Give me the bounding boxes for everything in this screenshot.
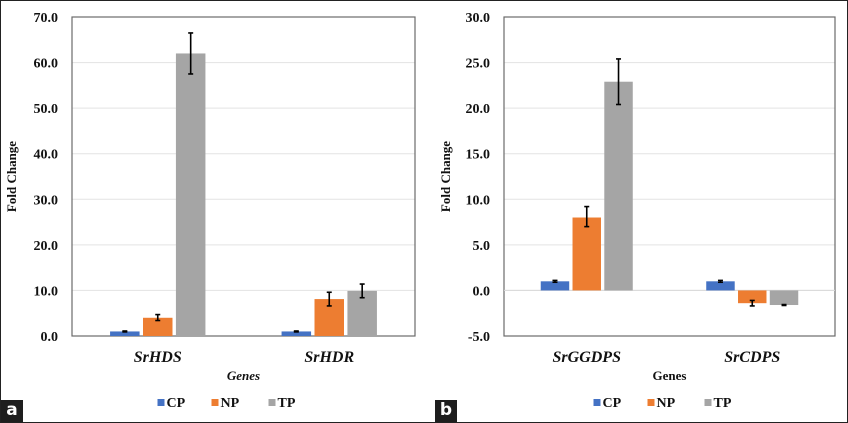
y-tick-label: 60.0 [34, 57, 59, 72]
bar-cp [540, 281, 570, 291]
panel-label-b: b [435, 400, 457, 422]
bar-cp [706, 281, 735, 291]
bar-tp [769, 290, 799, 306]
x-axis-title: Genes [227, 368, 260, 383]
bar-np [143, 317, 173, 336]
legend-label: TP [714, 396, 732, 411]
bar-tp [175, 53, 206, 336]
legend-label: NP [221, 396, 240, 411]
y-tick-label: 25.0 [466, 57, 491, 72]
bar-cp [281, 331, 312, 336]
legend-label: TP [278, 396, 296, 411]
y-tick-label: 50.0 [34, 102, 59, 117]
x-category-label: SrHDR [304, 349, 354, 366]
x-category-label: SrHDS [134, 349, 182, 366]
y-axis-title: Fold Change [4, 141, 19, 212]
legend-item-np: NP [647, 396, 676, 411]
legend-label: NP [657, 396, 676, 411]
plot-area-border [503, 16, 836, 337]
bar-tp [604, 81, 633, 291]
bar-np [572, 217, 601, 291]
legend-label: CP [167, 396, 186, 411]
y-tick-label: 10.0 [34, 284, 59, 299]
y-tick-label: 20.0 [466, 102, 491, 117]
y-tick-label: 20.0 [34, 239, 59, 254]
x-category-label: SrCDPS [724, 349, 780, 366]
legend-item-np: NP [211, 396, 240, 411]
x-axis-title: Genes [653, 368, 687, 383]
legend-swatch-cp [157, 399, 165, 406]
y-tick-label: 5.0 [473, 239, 491, 254]
y-tick-label: 70.0 [34, 11, 59, 26]
bar-cp [110, 331, 140, 336]
y-tick-label: 15.0 [466, 148, 491, 163]
legend-label: CP [603, 396, 622, 411]
chart-panel-a: 0.0 10.0 20.0 30.0 40.0 50.0 60.0 70.0 SrHDS SrHD… [4, 11, 416, 411]
legend-swatch-tp [704, 399, 712, 406]
x-category-label: SrGGDPS [553, 349, 622, 366]
y-tick-label: 0.0 [41, 330, 59, 345]
legend-item-tp: TP [268, 396, 296, 411]
chart-panel-b: -5.0 0.0 5.0 10.0 15.0 20.0 25.0 30.0 SrGGDPS SrC… [438, 11, 836, 411]
y-tick-label: 30.0 [466, 11, 491, 26]
y-tick-label: 10.0 [466, 193, 491, 208]
y-tick-label: 40.0 [34, 148, 59, 163]
y-tick-label: 30.0 [34, 193, 59, 208]
legend-item-tp: TP [704, 396, 732, 411]
legend: CP NP TP [157, 396, 296, 411]
legend-swatch-np [647, 399, 655, 406]
plot-area-border [71, 16, 416, 337]
bar-np [738, 290, 767, 304]
y-tick-label: 0.0 [473, 284, 491, 299]
panel-label-a: a [1, 400, 23, 422]
y-axis-title: Fold Change [438, 141, 453, 212]
legend-swatch-np [211, 399, 219, 406]
legend-swatch-cp [593, 399, 601, 406]
legend-item-cp: CP [593, 396, 622, 411]
legend-item-cp: CP [157, 396, 186, 411]
legend-swatch-tp [268, 399, 276, 406]
legend: CP NP TP [593, 396, 732, 411]
y-tick-label: -5.0 [468, 330, 490, 345]
